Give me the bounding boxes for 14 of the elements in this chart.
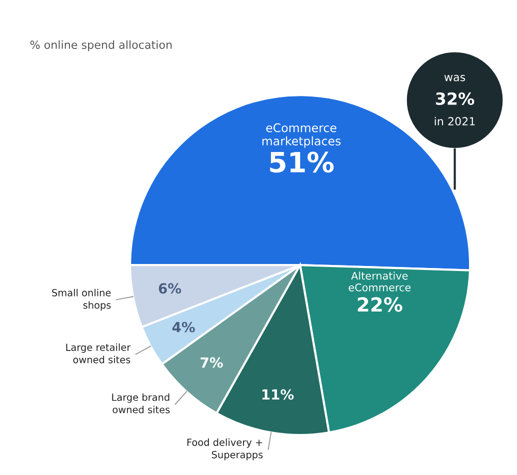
slice-label: Small online shops [52, 288, 111, 311]
text: was 32% in 2021 [434, 74, 475, 126]
data-label: 4% [172, 322, 195, 332]
data-label: 51% [270, 152, 334, 173]
chart-title: % online spend allocation [30, 40, 172, 52]
slice-label: Large retailer owned sites [66, 343, 131, 364]
data-label: 6% [158, 283, 182, 294]
slice-label: Food delivery + Superapps [187, 438, 263, 460]
data-label: 7% [200, 357, 223, 368]
data-label: 11% [262, 389, 294, 400]
slice-label: Alternative eCommerce [348, 272, 411, 292]
data-label: 22% [358, 297, 402, 312]
slice-label: Large brand owned sites [112, 393, 170, 414]
slice-label: eCommerce marketplaces [262, 123, 341, 148]
